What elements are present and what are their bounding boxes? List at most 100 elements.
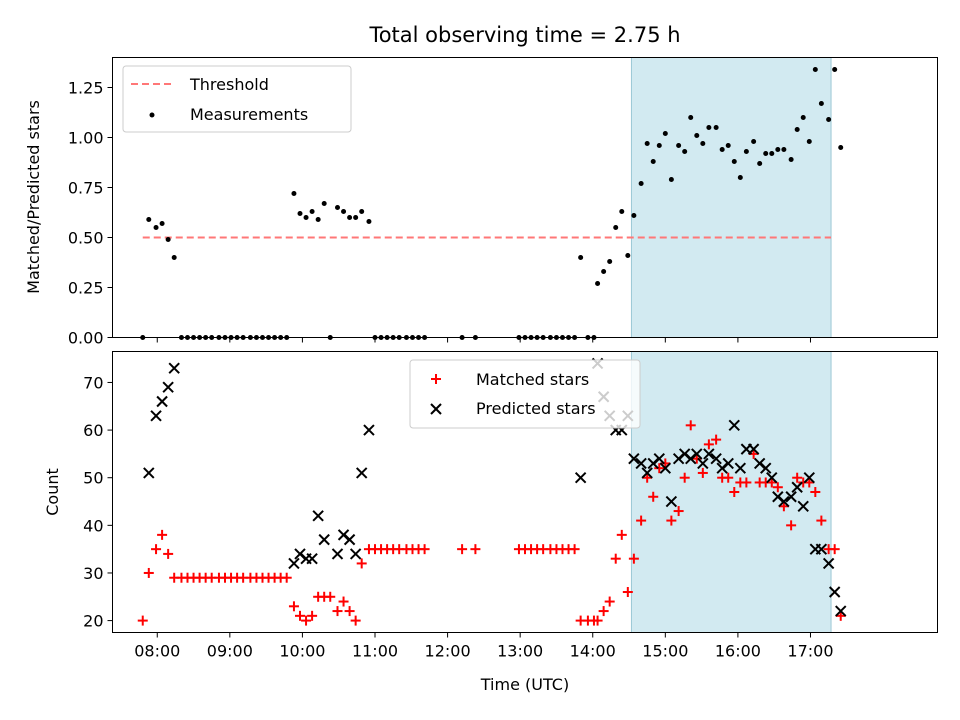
y-tick-label: 1.00	[68, 129, 104, 148]
measurement-point	[619, 209, 625, 214]
measurement-point	[781, 147, 787, 152]
matched-star-point	[723, 472, 734, 483]
predicted-star-point	[728, 419, 740, 432]
matched-star-point	[457, 544, 468, 555]
predicted-star-point	[822, 557, 835, 570]
measurement-point	[341, 209, 347, 214]
measurement-point	[694, 133, 700, 138]
matched-star-point	[143, 567, 154, 578]
y-tick-label: 0.00	[68, 329, 104, 348]
matched-star-point	[295, 610, 305, 621]
predicted-star-point	[312, 510, 324, 522]
measurement-point	[335, 205, 340, 210]
predicted-star-point	[143, 467, 155, 479]
predicted-star-point	[791, 481, 803, 493]
predicted-star-point	[355, 467, 368, 479]
measurement-point	[146, 217, 152, 222]
top-y-axis-label: Matched/Predicted stars	[24, 100, 43, 294]
matched-star-point	[592, 615, 603, 626]
predicted-star-point	[574, 472, 587, 484]
matched-star-point	[616, 529, 627, 540]
x-tick-label: 12:00	[425, 642, 471, 661]
measurement-point	[800, 115, 806, 120]
matched-star-point	[610, 553, 621, 564]
x-tick-label: 08:00	[134, 642, 180, 661]
measurement-point	[315, 217, 321, 222]
predicted-star-point	[162, 381, 174, 393]
matched-star-point	[703, 439, 714, 450]
matched-star-point	[666, 515, 677, 526]
top-legend-measurements-swatch	[149, 112, 155, 118]
predicted-star-point	[803, 472, 815, 484]
measurement-point	[743, 149, 749, 154]
predicted-star-point	[318, 533, 330, 546]
predicted-star-point	[306, 552, 318, 565]
matched-star-point	[711, 434, 722, 445]
matched-star-point	[419, 544, 430, 555]
matched-star-point	[137, 615, 148, 626]
measurement-point	[688, 115, 694, 120]
x-tick-label: 16:00	[715, 642, 761, 661]
matched-star-point	[648, 491, 659, 502]
measurement-point	[656, 143, 662, 148]
measurement-point	[303, 215, 309, 220]
y-tick-label: 0.25	[68, 279, 104, 298]
measurement-point	[353, 215, 359, 220]
x-tick-label: 10:00	[279, 642, 325, 661]
bottom-plot-frame	[112, 351, 938, 633]
chart-title: Total observing time = 2.75 h	[368, 23, 680, 47]
predicted-star-point	[691, 448, 703, 460]
matched-star-point	[636, 515, 647, 526]
matched-star-point	[325, 591, 336, 602]
measurement-point	[613, 225, 619, 230]
measurement-point	[838, 145, 844, 150]
matched-star-point	[766, 477, 777, 488]
predicted-star-point	[703, 448, 715, 460]
predicted-star-point	[665, 495, 678, 508]
predicted-star-point	[815, 543, 828, 555]
measurement-point	[297, 211, 303, 216]
measurement-point	[291, 191, 297, 196]
measurement-point	[826, 117, 832, 122]
matched-star-point	[729, 487, 740, 497]
matched-star-point	[350, 615, 361, 626]
legend-matched-marker	[431, 374, 441, 384]
x-tick-label: 13:00	[497, 642, 543, 661]
matched-star-point	[829, 544, 840, 555]
matched-star-point	[741, 477, 752, 488]
predicted-star-point	[760, 462, 772, 474]
matched-star-point	[628, 553, 639, 564]
matched-star-point	[288, 601, 299, 612]
top-legend-threshold-label: Threshold	[189, 75, 269, 94]
measurement-point	[763, 151, 769, 156]
matched-star-point	[569, 544, 580, 555]
matched-star-point	[604, 596, 615, 607]
matched-star-point	[685, 420, 696, 431]
measurement-point	[644, 141, 650, 146]
top-legend: Threshold Measurements	[122, 65, 352, 133]
matched-star-point	[281, 572, 292, 583]
measurement-point	[706, 125, 712, 130]
predicted-star-point	[349, 548, 362, 560]
measurement-point	[366, 219, 372, 224]
matched-star-point	[344, 606, 355, 617]
x-tick-label: 15:00	[642, 642, 688, 661]
x-axis-label: Time (UTC)	[480, 675, 569, 694]
matched-star-point	[691, 453, 702, 464]
y-tick-label: 50	[83, 469, 103, 488]
measurement-point	[725, 143, 731, 148]
predicted-star-point	[641, 467, 653, 479]
measurement-point	[676, 143, 682, 148]
predicted-star-point	[828, 586, 841, 598]
predicted-star-point	[168, 362, 180, 374]
measurement-point	[595, 281, 601, 286]
x-tick-label: 17:00	[787, 642, 833, 661]
legend-predicted-marker	[430, 403, 442, 415]
predicted-star-point	[766, 472, 778, 484]
predicted-star-point	[747, 443, 760, 455]
predicted-star-point	[697, 457, 709, 470]
predicted-star-point	[734, 462, 747, 474]
matched-star-point	[157, 529, 168, 540]
measurement-point	[794, 127, 800, 132]
